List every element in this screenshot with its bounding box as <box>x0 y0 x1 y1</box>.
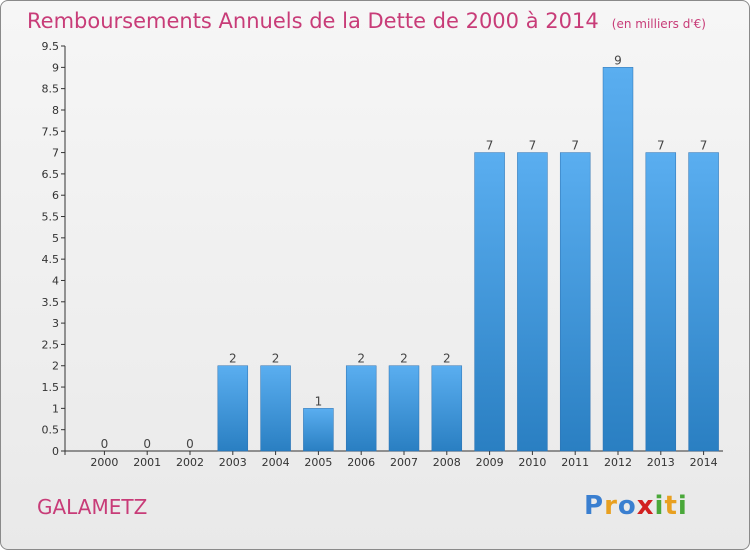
bar-value-label: 2 <box>272 352 280 366</box>
y-tick-label: 1.5 <box>42 381 60 394</box>
bar-2005 <box>303 408 334 452</box>
y-tick-label: 0 <box>52 445 59 458</box>
proxiti-logo: Proxiti <box>584 491 688 521</box>
logo-letter: t <box>664 491 678 521</box>
bar-2010 <box>517 152 548 452</box>
bar-value-label: 1 <box>315 394 323 408</box>
bar-2012 <box>602 67 634 452</box>
bar-value-label: 9 <box>614 53 622 67</box>
bar-2008 <box>431 365 463 452</box>
bar-value-label: 2 <box>229 352 237 366</box>
y-tick-label: 9 <box>52 61 59 74</box>
x-tick-label: 2005 <box>304 456 332 469</box>
bar-value-label: 7 <box>486 139 494 153</box>
commune-name: GALAMETZ <box>37 495 148 519</box>
chart-unit: (en milliers d'€) <box>611 17 706 31</box>
y-tick-label: 8.5 <box>42 83 60 96</box>
logo-letter: i <box>677 491 688 521</box>
x-tick-label: 2013 <box>647 456 675 469</box>
x-tick-label: 2001 <box>133 456 161 469</box>
x-tick-label: 2009 <box>476 456 504 469</box>
x-tick-label: 2006 <box>347 456 375 469</box>
y-tick-label: 6 <box>52 189 59 202</box>
bar-value-label: 7 <box>657 139 665 153</box>
x-tick-label: 2014 <box>690 456 718 469</box>
x-tick-label: 2000 <box>90 456 118 469</box>
title-row: Remboursements Annuels de la Dette de 20… <box>27 9 706 33</box>
x-tick-label: 2011 <box>561 456 589 469</box>
x-tick-label: 2008 <box>433 456 461 469</box>
bar-value-label: 2 <box>357 352 365 366</box>
x-tick-label: 2003 <box>219 456 247 469</box>
y-tick-label: 6.5 <box>42 168 60 181</box>
y-tick-label: 8 <box>52 104 59 117</box>
bar-2004 <box>260 365 291 452</box>
bar-2009 <box>474 152 505 452</box>
logo-letter: r <box>604 491 618 521</box>
logo-letter: i <box>654 491 665 521</box>
x-tick-label: 2012 <box>604 456 632 469</box>
x-tick-label: 2007 <box>390 456 418 469</box>
x-tick-label: 2010 <box>518 456 546 469</box>
chart-title: Remboursements Annuels de la Dette de 20… <box>27 9 599 33</box>
bar-2007 <box>388 365 420 452</box>
bar-2014 <box>688 152 719 452</box>
y-tick-label: 7 <box>52 147 59 160</box>
x-tick-label: 2002 <box>176 456 204 469</box>
bar-value-label: 2 <box>443 352 451 366</box>
bar-value-label: 0 <box>186 437 194 451</box>
bar-value-label: 0 <box>101 437 109 451</box>
logo-letter: x <box>636 491 655 521</box>
y-tick-label: 0.5 <box>42 424 60 437</box>
y-tick-label: 4 <box>52 274 59 287</box>
y-tick-label: 4.5 <box>42 253 60 266</box>
bar-value-label: 2 <box>400 352 408 366</box>
bar-2013 <box>645 152 677 452</box>
bar-value-label: 7 <box>571 139 579 153</box>
logo-letter: o <box>617 491 637 521</box>
bar-value-label: 7 <box>529 139 537 153</box>
x-tick-label: 2004 <box>262 456 290 469</box>
y-tick-label: 9.5 <box>42 40 60 53</box>
y-tick-label: 2.5 <box>42 338 60 351</box>
y-tick-label: 3 <box>52 317 59 330</box>
logo-letter: P <box>584 491 605 521</box>
y-tick-label: 1 <box>52 402 59 415</box>
y-tick-label: 5 <box>52 232 59 245</box>
bar-2003 <box>217 365 249 452</box>
bar-layer: 0 0 0 2 2 1 2 2 2 7 7 7 9 7 7 <box>101 53 719 452</box>
y-tick-label: 3.5 <box>42 296 60 309</box>
bar-2006 <box>345 365 377 452</box>
axis-layer: 0 0.5 1 1.5 2 2.5 3 3.5 4 4.5 5 5.5 6 6.5 7 7.5 8 8.5 9 9.5… <box>42 40 723 469</box>
bar-value-label: 0 <box>143 437 151 451</box>
y-tick-label: 5.5 <box>42 211 60 224</box>
y-tick-label: 2 <box>52 360 59 373</box>
bar-value-label: 7 <box>700 139 708 153</box>
bar-2011 <box>559 152 591 452</box>
y-tick-label: 7.5 <box>42 125 60 138</box>
